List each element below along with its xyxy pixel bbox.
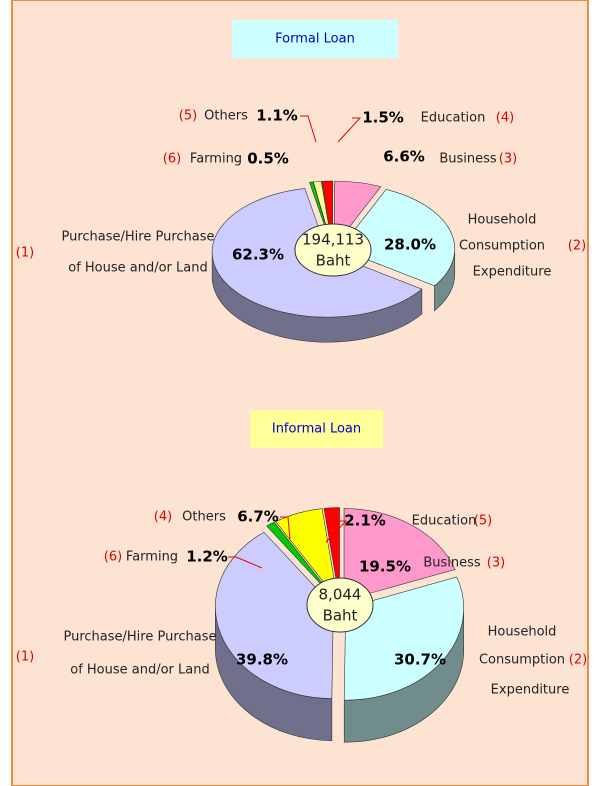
pie-slice: [215, 531, 334, 699]
value-label: 62.3%: [232, 246, 284, 264]
value-label: 1.1%: [256, 107, 298, 125]
value-label: 19.5%: [359, 558, 411, 576]
value-label: 2.1%: [344, 512, 386, 530]
category-label: Purchase/Hire Purchase: [63, 630, 216, 645]
center-total: 194,113: [302, 231, 364, 249]
center-badge: [306, 577, 374, 633]
category-label: Expenditure: [491, 683, 570, 698]
category-code: (6): [104, 550, 122, 565]
leader-line: [280, 516, 291, 541]
category-label: Consumption: [479, 653, 565, 668]
category-label: of House and/or Land: [68, 261, 208, 276]
category-label: Farming: [190, 152, 242, 167]
pie-chart: Formal Loan 194,113 Baht 6.6% (3)Business 28.…: [16, 20, 586, 343]
chart-title: Informal Loan: [272, 422, 361, 437]
title-box: [250, 410, 383, 448]
center-badge: [294, 223, 372, 277]
category-label: Purchase/Hire Purchase: [61, 230, 214, 245]
pie-slice: [343, 508, 456, 601]
category-code: (1): [16, 650, 34, 665]
category-label: of House and/or Land: [70, 663, 210, 678]
leader-line: [337, 117, 362, 143]
category-code: (4): [154, 510, 172, 525]
category-label: Others: [204, 109, 248, 124]
value-label: 1.5%: [362, 109, 404, 127]
pie-slice: [339, 189, 456, 287]
category-code: (3): [487, 556, 505, 571]
category-code: (5): [179, 109, 197, 124]
category-code: (2): [568, 239, 586, 254]
category-label: Household: [468, 213, 537, 228]
value-label: 30.7%: [394, 651, 446, 669]
leader-line: [300, 115, 317, 143]
pie-slice: [275, 508, 338, 601]
chart-title: Formal Loan: [275, 32, 355, 47]
pie-chart: Informal Loan 8,044 Baht 19.5% (3) Business 30…: [16, 410, 587, 743]
center-unit: Baht: [323, 607, 358, 625]
value-label: 6.7%: [237, 508, 279, 526]
value-label: 1.2%: [186, 548, 228, 566]
category-code: (1): [16, 246, 34, 261]
leader-line: [228, 556, 263, 569]
value-label: 0.5%: [247, 150, 289, 168]
category-label: Farming: [126, 550, 178, 565]
pie-slice: [266, 521, 337, 601]
value-label: 6.6%: [383, 148, 425, 166]
leader-line: [325, 520, 348, 543]
category-label: Education: [421, 111, 486, 126]
category-label: Education: [412, 514, 477, 529]
title-box: [232, 20, 398, 58]
category-label: Business: [423, 556, 481, 571]
category-code: (5): [474, 514, 492, 529]
value-label: 39.8%: [236, 651, 288, 669]
category-code: (2): [569, 653, 587, 668]
value-label: 28.0%: [384, 236, 436, 254]
category-label: Consumption: [459, 239, 545, 254]
category-label: Expenditure: [473, 265, 552, 280]
category-label: Others: [182, 510, 226, 525]
center-unit: Baht: [316, 252, 351, 270]
category-label: Household: [488, 625, 557, 640]
category-code: (4): [496, 111, 514, 126]
category-code: (6): [163, 152, 181, 167]
category-code: (3): [499, 152, 517, 167]
pie-slice: [343, 576, 464, 701]
pie-slice: [323, 507, 340, 600]
center-total: 8,044: [319, 586, 362, 604]
category-label: Business: [439, 152, 497, 167]
